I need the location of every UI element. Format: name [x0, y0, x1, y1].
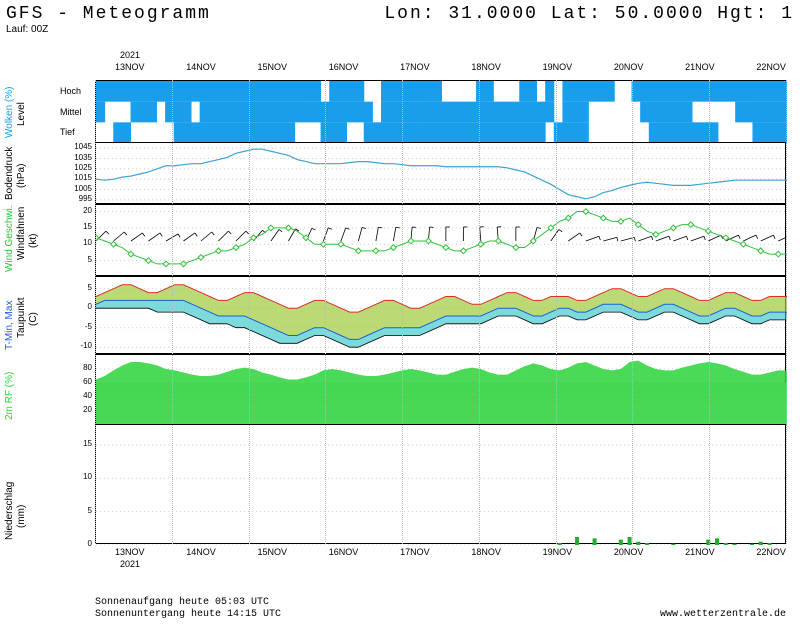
date-tick: 16NOV — [329, 62, 359, 72]
date-tick: 18NOV — [471, 547, 501, 557]
meteogram-root: GFS - Meteogramm Lon: 31.0000 Lat: 50.00… — [0, 0, 800, 625]
x-year: 2021 — [120, 50, 140, 60]
date-tick: 13NOV — [115, 547, 145, 557]
date-tick: 21NOV — [685, 62, 715, 72]
date-tick: 21NOV — [685, 547, 715, 557]
date-tick: 13NOV — [115, 62, 145, 72]
source-text: www.wetterzentrale.de — [660, 609, 786, 621]
date-tick: 17NOV — [400, 547, 430, 557]
run-label: Lauf: 00Z — [0, 24, 800, 35]
sunrise-text: Sonnenaufgang heute 05:03 UTC — [95, 597, 281, 609]
x-axis-top: 13NOV 14NOV 15NOV 16NOV 17NOV 18NOV 19NOV 20NOV… — [95, 62, 786, 72]
date-tick: 22NOV — [756, 62, 786, 72]
date-tick: 16NOV — [329, 547, 359, 557]
date-tick: 14NOV — [186, 62, 216, 72]
date-tick: 18NOV — [471, 62, 501, 72]
cloud-level: Mittel — [60, 107, 82, 117]
sunset-text: Sonnenuntergang heute 14:15 UTC — [95, 609, 281, 621]
x-year-bottom: 2021 — [120, 559, 140, 569]
footer: Sonnenaufgang heute 05:03 UTC Sonnenunte… — [95, 597, 786, 621]
date-tick: 19NOV — [543, 547, 573, 557]
date-tick: 17NOV — [400, 62, 430, 72]
date-tick: 19NOV — [543, 62, 573, 72]
date-tick: 15NOV — [258, 62, 288, 72]
title-left: GFS - Meteogramm — [6, 4, 211, 24]
x-axis-bottom: 13NOV 14NOV 15NOV 16NOV 17NOV 18NOV 19NOV 20NOV… — [95, 547, 786, 557]
cloud-level: Tief — [60, 127, 75, 137]
date-tick: 14NOV — [186, 547, 216, 557]
cloud-level: Hoch — [60, 86, 81, 96]
date-tick: 15NOV — [258, 547, 288, 557]
date-tick: 22NOV — [756, 547, 786, 557]
header: GFS - Meteogramm Lon: 31.0000 Lat: 50.00… — [0, 0, 800, 24]
date-tick: 20NOV — [614, 62, 644, 72]
date-tick: 20NOV — [614, 547, 644, 557]
title-right: Lon: 31.0000 Lat: 50.0000 Hgt: 1 — [384, 4, 794, 24]
